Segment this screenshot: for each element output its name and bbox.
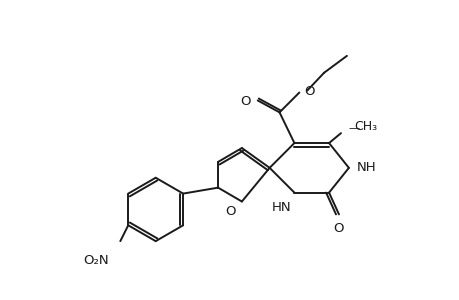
Text: O: O bbox=[333, 222, 343, 235]
Text: CH₃: CH₃ bbox=[353, 120, 376, 133]
Text: NH: NH bbox=[356, 161, 375, 174]
Text: —: — bbox=[348, 123, 359, 133]
Text: O₂N: O₂N bbox=[83, 254, 109, 267]
Text: O: O bbox=[304, 85, 314, 98]
Text: O: O bbox=[224, 206, 235, 218]
Text: HN: HN bbox=[271, 201, 291, 214]
Text: O: O bbox=[240, 95, 250, 108]
